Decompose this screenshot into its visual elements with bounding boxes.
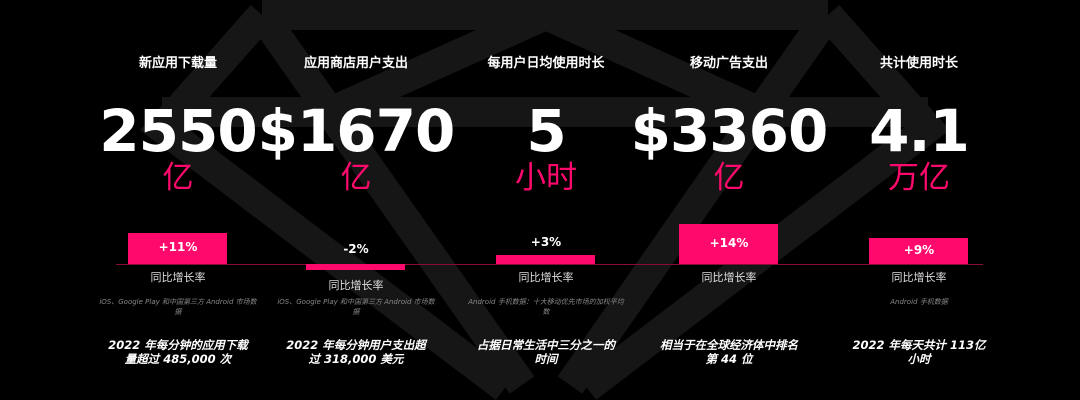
highlight-note: 相当于在全球经济体中排名第 44 位: [660, 338, 798, 366]
metric-value: 2550: [99, 97, 257, 165]
growth-bar: [496, 255, 595, 264]
metric-value: 5: [526, 97, 566, 165]
metric-unit: 亿: [713, 160, 745, 196]
yoy-label: 同比增长率: [891, 271, 947, 284]
metric-title: 每用户日均使用时长: [487, 56, 605, 71]
source-note: iOS、Google Play 和中国第三方 Android 市场数据: [99, 298, 257, 316]
metric-unit: 万亿: [888, 160, 950, 196]
growth-label: -2%: [343, 242, 369, 256]
yoy-label: 同比增长率: [328, 279, 384, 292]
metric-title: 移动广告支出: [689, 56, 768, 71]
source-note: iOS、Google Play 和中国第三方 Android 市场数据: [277, 298, 435, 316]
metric-title: 新应用下载量: [138, 56, 217, 71]
metric-value: $1670: [257, 97, 456, 165]
growth-bar: [869, 238, 968, 264]
growth-label: +14%: [709, 236, 749, 250]
chart-baseline: [116, 264, 983, 265]
highlight-note: 占据日常生活中三分之一的时间: [477, 338, 615, 366]
growth-bar: [306, 264, 405, 270]
highlight-note: 2022 年每天共计 113亿小时: [852, 338, 986, 366]
metric-title: 应用商店用户支出: [303, 56, 408, 71]
growth-label: +9%: [903, 243, 935, 258]
source-note: Android 手机数据：十大移动优先市场的加权平均数: [468, 298, 624, 316]
growth-label: +3%: [530, 235, 562, 250]
yoy-label: 同比增长率: [701, 271, 757, 284]
metric-value: $3360: [630, 97, 829, 165]
growth-label: +11%: [158, 240, 198, 255]
metric-unit: 亿: [340, 160, 372, 196]
metric-unit: 亿: [162, 160, 194, 196]
metric-unit: 小时: [515, 160, 577, 196]
source-note: Android 手机数据: [890, 298, 948, 306]
growth-bar: [128, 232, 227, 264]
metric-value: 4.1: [869, 97, 970, 165]
highlight-note: 2022 年每分钟用户支出超过 318,000 美元: [286, 338, 426, 366]
yoy-label: 同比增长率: [150, 271, 206, 284]
yoy-label: 同比增长率: [518, 271, 574, 284]
growth-bar: [679, 224, 778, 264]
metric-title: 共计使用时长: [879, 56, 958, 71]
highlight-note: 2022 年每分钟的应用下载量超过 485,000 次: [108, 338, 248, 366]
